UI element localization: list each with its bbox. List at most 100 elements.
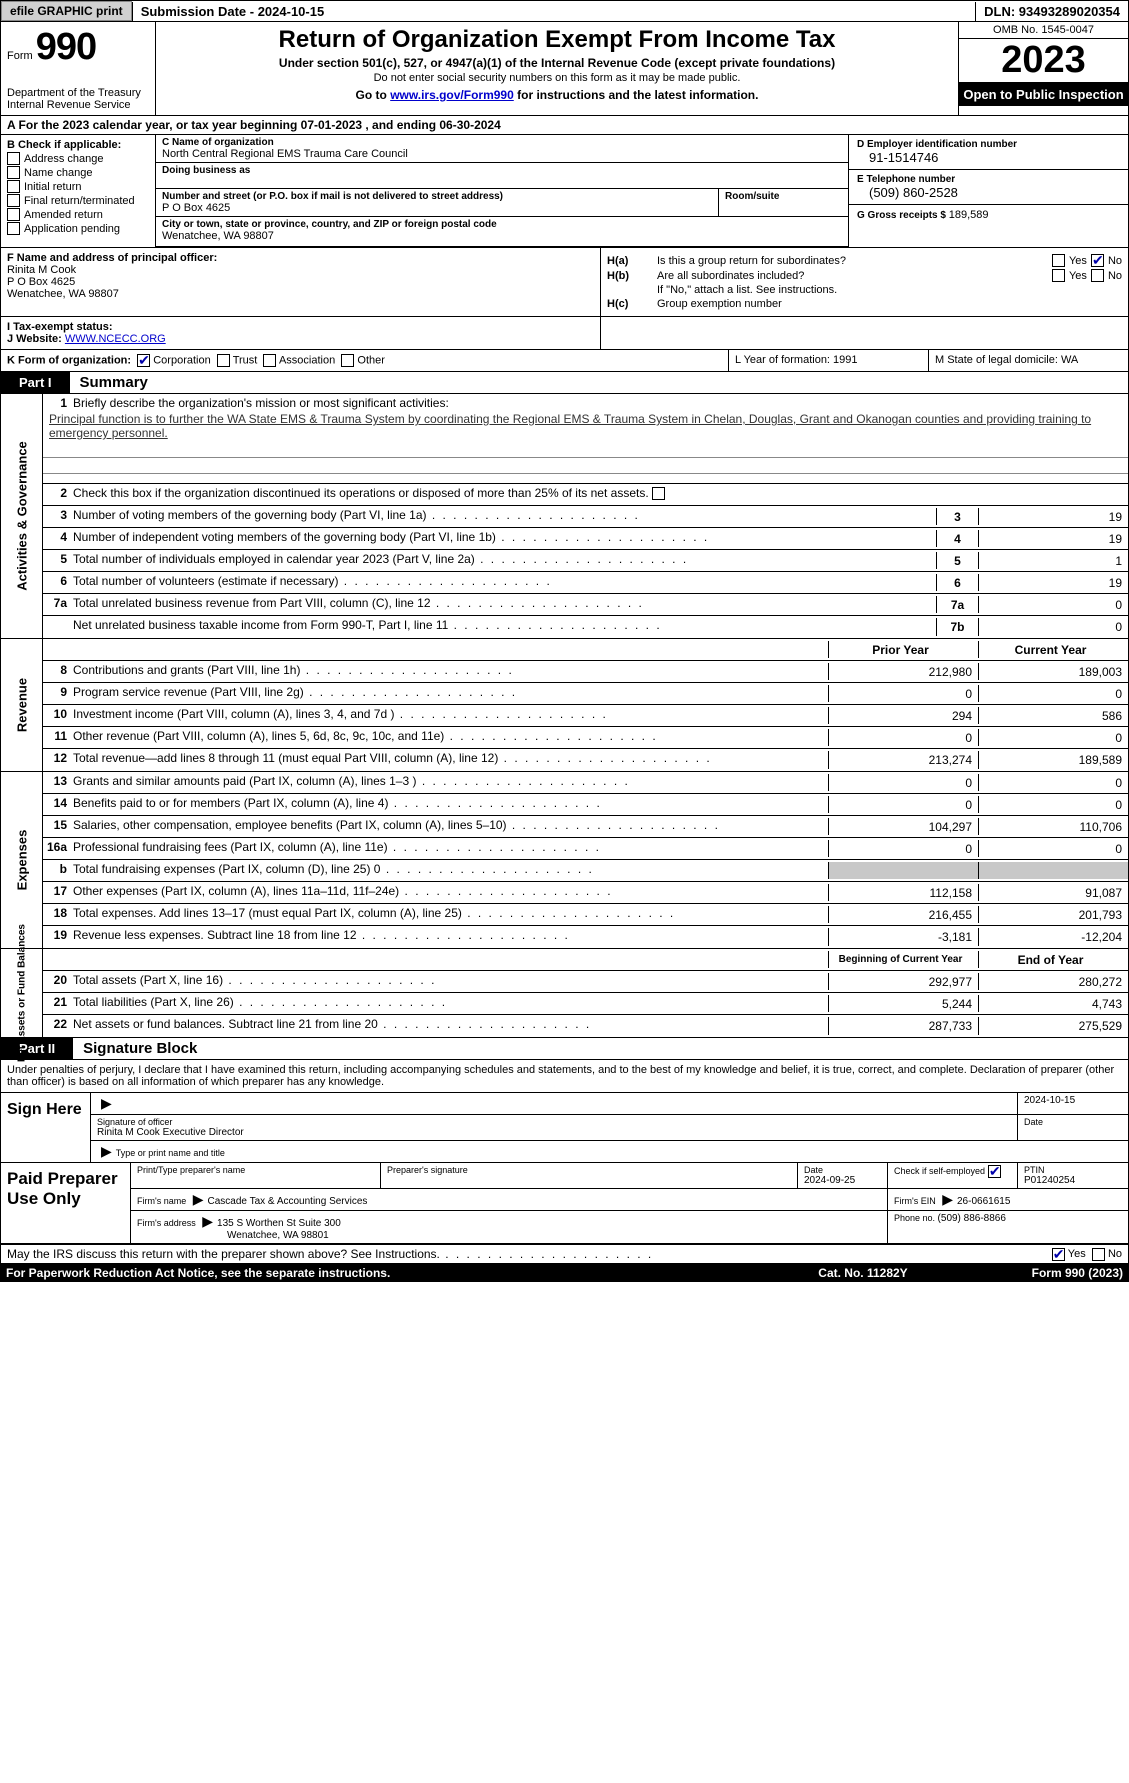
table-row: 13Grants and similar amounts paid (Part … <box>43 772 1128 794</box>
side-na: Net Assets or Fund Balances <box>16 924 27 1062</box>
form-number: 990 <box>36 26 96 68</box>
table-row: 6Total number of volunteers (estimate if… <box>43 572 1128 594</box>
table-row: 3Number of voting members of the governi… <box>43 506 1128 528</box>
arrow-icon: ▶ <box>97 1143 116 1159</box>
irs-link[interactable]: www.irs.gov/Form990 <box>390 88 514 102</box>
table-row: 11Other revenue (Part VIII, column (A), … <box>43 727 1128 749</box>
summary-table: Activities & Governance 1Briefly describ… <box>0 394 1129 1038</box>
firm-addr: 135 S Worthen St Suite 300 <box>217 1218 341 1229</box>
org-name-box: C Name of organization North Central Reg… <box>156 135 848 163</box>
signature-block: Under penalties of perjury, I declare th… <box>0 1060 1129 1245</box>
table-row: 9Program service revenue (Part VIII, lin… <box>43 683 1128 705</box>
table-row: 15Salaries, other compensation, employee… <box>43 816 1128 838</box>
chk-ha-no[interactable] <box>1091 254 1104 267</box>
perjury-declaration: Under penalties of perjury, I declare th… <box>1 1060 1128 1093</box>
dln: DLN: 93493289020354 <box>976 2 1128 21</box>
officer-addr: P O Box 4625 <box>7 276 594 288</box>
chk-initial-return[interactable] <box>7 180 20 193</box>
box-e: E Telephone number (509) 860-2528 <box>849 170 1128 205</box>
table-row: 10Investment income (Part VIII, column (… <box>43 705 1128 727</box>
arrow-icon: ▶ <box>97 1095 116 1111</box>
firm-name: Cascade Tax & Accounting Services <box>208 1196 368 1207</box>
subtitle-2: Do not enter social security numbers on … <box>164 72 950 84</box>
address-box: Number and street (or P.O. box if mail i… <box>156 189 718 217</box>
box-c: C Name of organization North Central Reg… <box>156 135 848 247</box>
box-g: G Gross receipts $ 189,589 <box>849 205 1128 225</box>
chk-hb-no[interactable] <box>1091 269 1104 282</box>
title-cell: Return of Organization Exempt From Incom… <box>156 22 958 115</box>
chk-self-emp[interactable] <box>988 1165 1001 1178</box>
officer-city: Wenatchee, WA 98807 <box>7 288 594 300</box>
sign-here-label: Sign Here <box>1 1093 91 1162</box>
form-label: Form <box>7 50 33 62</box>
form-990-page: efile GRAPHIC print Submission Date - 20… <box>0 0 1129 1282</box>
box-h: H(a) Is this a group return for subordin… <box>601 248 1128 316</box>
header: Form 990 Department of the Treasury Inte… <box>0 22 1129 116</box>
ptin: P01240254 <box>1024 1175 1122 1186</box>
gross-receipts: 189,589 <box>949 209 989 221</box>
table-row: 8Contributions and grants (Part VIII, li… <box>43 661 1128 683</box>
chk-l2[interactable] <box>652 487 665 500</box>
box-b: B Check if applicable: Address change Na… <box>1 135 156 247</box>
phone: (509) 860-2528 <box>857 185 1120 200</box>
table-row: 20Total assets (Part X, line 16)292,9772… <box>43 971 1128 993</box>
row-j: J Website: WWW.NCECC.ORG <box>7 333 594 345</box>
table-row: 5Total number of individuals employed in… <box>43 550 1128 572</box>
chk-ha-yes[interactable] <box>1052 254 1065 267</box>
website-link[interactable]: WWW.NCECC.ORG <box>65 333 166 345</box>
table-row: 7aTotal unrelated business revenue from … <box>43 594 1128 616</box>
part1-header: Part I Summary <box>0 372 1129 394</box>
chk-discuss-yes[interactable] <box>1052 1248 1065 1261</box>
officer-name: Rinita M Cook <box>7 264 594 276</box>
table-row: 21Total liabilities (Part X, line 26)5,2… <box>43 993 1128 1015</box>
table-row: 17Other expenses (Part IX, column (A), l… <box>43 882 1128 904</box>
row-k: K Form of organization: Corporation Trus… <box>0 350 1129 372</box>
side-ag: Activities & Governance <box>14 441 29 591</box>
table-row: 19Revenue less expenses. Subtract line 1… <box>43 926 1128 948</box>
box-d: D Employer identification number 91-1514… <box>849 135 1128 170</box>
city: Wenatchee, WA 98807 <box>162 230 842 242</box>
chk-address-change[interactable] <box>7 152 20 165</box>
address: P O Box 4625 <box>162 202 712 214</box>
chk-assoc[interactable] <box>263 354 276 367</box>
line-a: A For the 2023 calendar year, or tax yea… <box>0 116 1129 135</box>
mission-text: Principal function is to further the WA … <box>49 412 1091 440</box>
officer-signature: Rinita M Cook Executive Director <box>97 1127 1011 1138</box>
table-row: 18Total expenses. Add lines 13–17 (must … <box>43 904 1128 926</box>
chk-name-change[interactable] <box>7 166 20 179</box>
chk-corp[interactable] <box>137 354 150 367</box>
room-box: Room/suite <box>718 189 848 217</box>
ein: 91-1514746 <box>857 150 1120 165</box>
dba-box: Doing business as <box>156 163 848 189</box>
chk-other[interactable] <box>341 354 354 367</box>
table-row: Net unrelated business taxable income fr… <box>43 616 1128 638</box>
chk-final-return[interactable] <box>7 194 20 207</box>
row-ij: I Tax-exempt status: J Website: WWW.NCEC… <box>0 317 1129 350</box>
tax-year: 2023 <box>959 39 1128 83</box>
col-de: D Employer identification number 91-1514… <box>848 135 1128 247</box>
chk-trust[interactable] <box>217 354 230 367</box>
box-b-label: B Check if applicable: <box>7 139 149 151</box>
chk-hb-yes[interactable] <box>1052 269 1065 282</box>
table-row: 12Total revenue—add lines 8 through 11 (… <box>43 749 1128 771</box>
firm-phone: (509) 886-8866 <box>938 1213 1006 1224</box>
table-row: 16aProfessional fundraising fees (Part I… <box>43 838 1128 860</box>
row-i: I Tax-exempt status: <box>7 321 594 333</box>
efile-print-button[interactable]: efile GRAPHIC print <box>1 1 132 21</box>
form-number-cell: Form 990 Department of the Treasury Inte… <box>1 22 156 115</box>
state-domicile: M State of legal domicile: WA <box>928 350 1128 371</box>
side-exp: Expenses <box>14 830 29 891</box>
omb-number: OMB No. 1545-0047 <box>959 22 1128 39</box>
discuss-row: May the IRS discuss this return with the… <box>0 1245 1129 1264</box>
firm-ein: 26-0661615 <box>957 1196 1010 1207</box>
block-bcde: B Check if applicable: Address change Na… <box>0 135 1129 247</box>
chk-discuss-no[interactable] <box>1092 1248 1105 1261</box>
org-name: North Central Regional EMS Trauma Care C… <box>162 148 842 160</box>
paid-preparer-label: Paid Preparer Use Only <box>1 1163 131 1243</box>
department: Department of the Treasury Internal Reve… <box>7 87 149 111</box>
subtitle-1: Under section 501(c), 527, or 4947(a)(1)… <box>164 56 950 70</box>
chk-pending[interactable] <box>7 222 20 235</box>
table-row: 22Net assets or fund balances. Subtract … <box>43 1015 1128 1037</box>
chk-amended[interactable] <box>7 208 20 221</box>
block-fh: F Name and address of principal officer:… <box>0 247 1129 317</box>
